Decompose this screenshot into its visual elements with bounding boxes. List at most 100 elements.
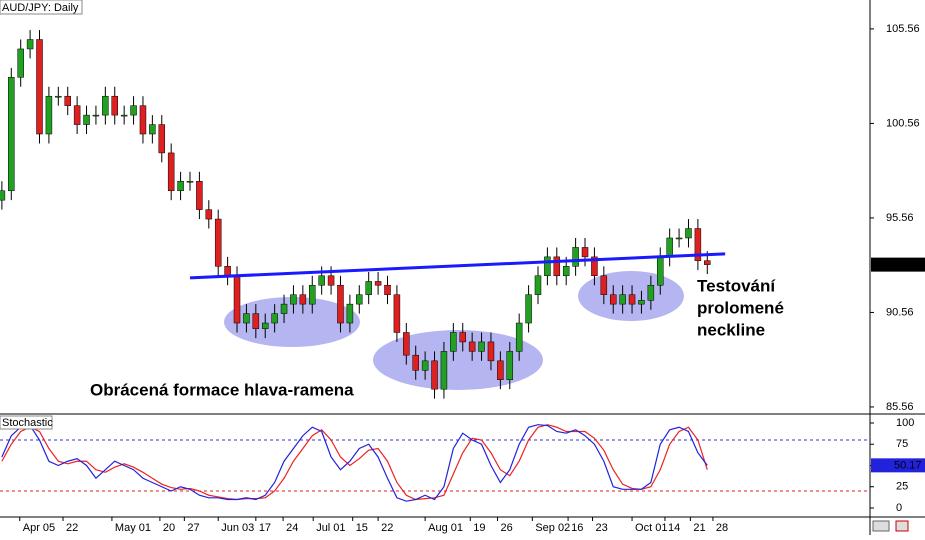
- x-tick-label: 14: [668, 522, 680, 534]
- candle-body: [468, 341, 476, 352]
- candle-body: [186, 181, 194, 183]
- candle-body: [450, 332, 457, 352]
- candle-body: [393, 294, 401, 333]
- candle-body: [600, 275, 608, 295]
- candle-body: [581, 247, 589, 258]
- value-label-box: [871, 458, 925, 473]
- candle-body: [356, 294, 363, 305]
- candle-body: [290, 294, 297, 305]
- y-tick-label: 100: [896, 417, 914, 429]
- y-tick-label: 105.56: [886, 23, 920, 35]
- current-value: 50.17: [894, 459, 922, 471]
- candle-body: [233, 275, 241, 324]
- neckline: [189, 252, 726, 280]
- candle-body: [694, 228, 702, 261]
- candle-body: [64, 95, 71, 106]
- candle-body: [346, 303, 354, 324]
- candle-body: [562, 266, 570, 277]
- candle-body: [412, 354, 419, 371]
- x-tick-label: 16: [571, 522, 583, 534]
- candle-body: [628, 294, 636, 305]
- x-tick-label: 15: [356, 522, 368, 534]
- candle-body: [158, 124, 166, 154]
- candle-body: [704, 260, 711, 265]
- candle-body: [534, 275, 542, 295]
- x-tick-label: Oct 01: [635, 522, 667, 534]
- candle-body: [487, 341, 495, 362]
- candle-body: [309, 284, 316, 305]
- y-tick-label: 25: [896, 481, 908, 493]
- candle-body: [45, 95, 53, 135]
- candle-body: [638, 300, 645, 305]
- annotation: prolomené: [697, 298, 784, 317]
- x-tick-label: May 01: [115, 522, 151, 534]
- candle-body: [0, 190, 6, 201]
- x-tick-label: 17: [259, 522, 271, 534]
- candle-body: [177, 181, 184, 191]
- candle-body: [92, 114, 100, 117]
- x-tick-label: Aug 01: [428, 522, 463, 534]
- candle-body: [478, 341, 485, 352]
- candle-body: [591, 256, 598, 277]
- candle-body: [544, 256, 551, 277]
- x-tick-label: 23: [596, 522, 608, 534]
- price-label-box: [871, 257, 925, 272]
- x-tick-label: 27: [187, 522, 199, 534]
- candle-body: [149, 124, 156, 135]
- candle-body: [384, 284, 391, 295]
- candle-body: [619, 294, 626, 305]
- candle-body: [609, 294, 617, 305]
- x-tick-label: 28: [716, 522, 728, 534]
- title-box: [0, 0, 83, 15]
- candle-body: [205, 209, 213, 220]
- candle-body: [214, 218, 222, 267]
- x-tick-label: 22: [66, 522, 78, 534]
- candle-body: [8, 77, 15, 191]
- marks: [0, 28, 874, 509]
- candle-body: [657, 256, 664, 286]
- annotation: neckline: [697, 320, 765, 339]
- candle-body: [111, 95, 118, 116]
- candle-body: [515, 322, 523, 352]
- candle-body: [553, 256, 561, 277]
- x-tick-label: 24: [286, 522, 298, 534]
- candle-body: [73, 105, 81, 125]
- candle-body: [421, 360, 429, 371]
- y-tick-label: 90.56: [886, 306, 914, 318]
- candle-body: [365, 281, 372, 295]
- candle-body: [337, 284, 344, 324]
- candle-body: [506, 351, 514, 380]
- candle-body: [261, 322, 269, 329]
- candle-body: [440, 351, 448, 390]
- scroll-button[interactable]: [872, 520, 890, 532]
- candle-body: [252, 313, 260, 329]
- candle-body: [55, 95, 62, 98]
- x-tick-label: 26: [501, 522, 513, 534]
- candle-body: [675, 237, 683, 240]
- x-tick-label: Jun 03: [221, 522, 254, 534]
- candle-body: [497, 360, 504, 380]
- candle-body: [167, 152, 175, 191]
- y-tick-label: 75: [896, 438, 908, 450]
- candle-body: [139, 105, 147, 135]
- candle-body: [224, 266, 231, 277]
- candle-body: [318, 275, 325, 286]
- current-price: 93.09: [892, 259, 920, 271]
- candle-body: [374, 281, 382, 286]
- indicator-box: [0, 415, 53, 430]
- candle-body: [327, 275, 335, 286]
- shift-button[interactable]: [895, 520, 909, 532]
- x-tick-label: Sep 02: [535, 522, 570, 534]
- x-tick-label: Apr 05: [23, 522, 55, 534]
- candle-body: [280, 303, 288, 314]
- candle-body: [271, 313, 278, 324]
- candle-body: [36, 39, 43, 135]
- candle-body: [196, 181, 203, 210]
- candle-body: [299, 294, 307, 305]
- y-tick-label: 0: [896, 502, 902, 514]
- candle-body: [525, 294, 532, 324]
- annotation: Obrácená formace hlava-ramena: [90, 380, 354, 399]
- x-tick-label: 19: [473, 522, 485, 534]
